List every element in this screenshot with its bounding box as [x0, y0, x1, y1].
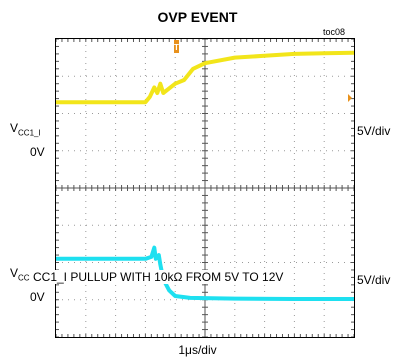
x-axis-label: 1μs/div — [178, 343, 217, 357]
channel2-ground-label: 0V — [30, 290, 45, 304]
oscilloscope-plot: T — [55, 38, 355, 338]
channel1-scale: 5V/div — [357, 124, 391, 138]
channel2-scale: 5V/div — [357, 273, 391, 287]
trigger-marker-text: T — [174, 43, 179, 52]
channel1-ground-label: 0V — [30, 145, 45, 159]
graticule — [56, 39, 354, 337]
trigger-level-marker — [348, 94, 352, 102]
channel1-trace — [56, 50, 354, 105]
annotation-text: CC1_I PULLUP WITH 10kΩ FROM 5V TO 12V — [30, 270, 287, 284]
scope-markers: T — [174, 40, 352, 102]
figure-id: toc08 — [323, 27, 346, 37]
channel1-label: VCC1_I — [10, 121, 41, 138]
waveform-canvas: T — [56, 39, 354, 337]
chart-title: OVP EVENT — [157, 9, 238, 25]
trigger-position-marker — [174, 40, 179, 53]
